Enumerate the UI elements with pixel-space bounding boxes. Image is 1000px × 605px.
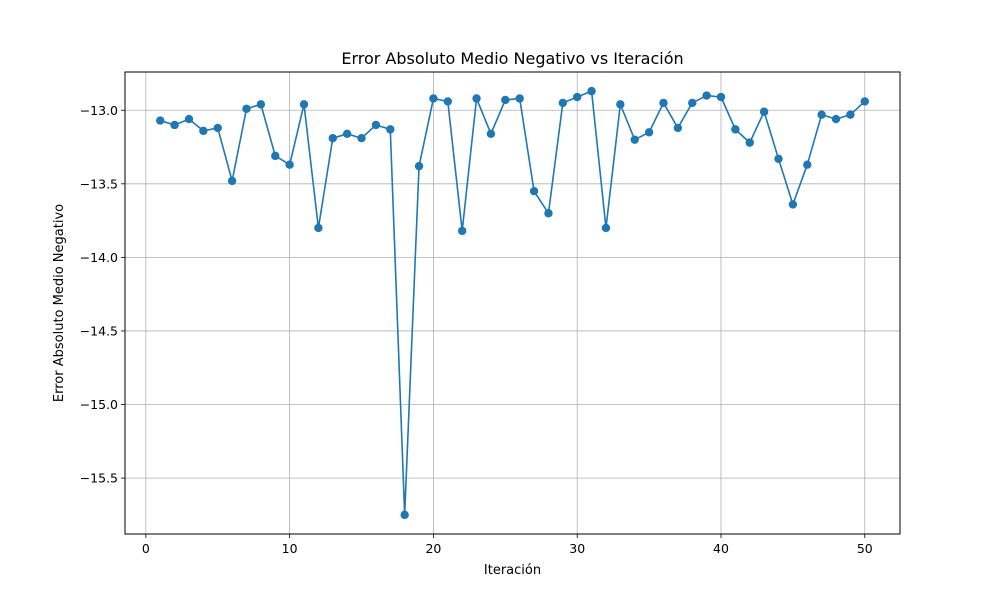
data-point xyxy=(429,94,438,103)
data-point xyxy=(242,104,251,113)
axis-ticks: 0 10 20 30 40 50 −13.0 −13.5 −14.0 −14.5 −15.0 −15.… xyxy=(80,103,873,556)
data-point xyxy=(371,120,381,130)
data-point xyxy=(501,95,510,105)
x-axis-label: Iteración xyxy=(484,563,541,578)
data-point xyxy=(357,134,366,143)
data-point xyxy=(759,107,769,116)
data-point xyxy=(788,200,798,209)
data-point xyxy=(529,186,539,196)
data-point xyxy=(630,135,639,144)
data-point xyxy=(515,94,524,103)
data-point xyxy=(457,226,467,236)
data-point xyxy=(774,154,783,164)
data-point xyxy=(285,160,294,169)
data-point xyxy=(544,209,553,218)
y-tick-label: −13.5 xyxy=(80,176,118,191)
y-axis-label: Error Absoluto Medio Negativo xyxy=(52,204,67,402)
x-tick-label: 40 xyxy=(713,541,729,556)
x-tick-label: 50 xyxy=(857,541,873,556)
x-tick-label: 10 xyxy=(282,541,298,556)
data-point xyxy=(601,223,611,233)
data-point xyxy=(659,98,668,108)
data-point xyxy=(156,116,165,125)
data-point xyxy=(386,125,395,134)
data-series xyxy=(156,86,869,520)
y-tick-label: −14.5 xyxy=(80,323,118,338)
data-point xyxy=(414,161,424,171)
data-point xyxy=(170,120,179,130)
y-tick-label: −14.0 xyxy=(80,250,118,265)
data-point xyxy=(587,86,596,96)
data-point xyxy=(328,134,337,143)
data-point xyxy=(817,110,826,119)
data-point xyxy=(199,126,208,136)
data-point xyxy=(860,97,869,106)
data-point xyxy=(213,123,222,133)
data-point xyxy=(314,223,323,233)
data-point xyxy=(573,92,582,102)
data-point xyxy=(616,100,625,109)
data-point xyxy=(227,176,237,186)
data-point xyxy=(673,123,683,133)
data-point xyxy=(400,510,409,520)
plot-frame xyxy=(124,71,901,535)
data-point xyxy=(688,98,697,108)
data-point xyxy=(716,92,726,102)
x-tick-label: 20 xyxy=(425,541,441,556)
data-point xyxy=(256,100,266,109)
data-point xyxy=(644,128,654,137)
y-tick-label: −15.5 xyxy=(80,471,118,486)
x-tick-label: 0 xyxy=(142,541,150,556)
y-tick-label: −15.0 xyxy=(80,397,118,412)
data-point xyxy=(342,129,352,138)
data-point xyxy=(731,125,740,134)
y-tick-label: −13.0 xyxy=(80,103,118,118)
chart-title: Error Absoluto Medio Negativo vs Iteraci… xyxy=(341,49,683,68)
x-tick-label: 30 xyxy=(569,541,585,556)
data-point xyxy=(299,100,309,109)
data-point xyxy=(846,110,855,119)
data-point xyxy=(486,129,496,138)
data-point xyxy=(803,160,812,169)
data-point xyxy=(745,138,754,147)
data-point xyxy=(443,97,452,106)
data-point xyxy=(184,114,194,124)
data-point xyxy=(831,114,841,124)
data-point xyxy=(702,91,711,100)
grid xyxy=(125,72,900,534)
data-point xyxy=(271,151,280,161)
data-point xyxy=(558,98,568,108)
data-point xyxy=(472,94,481,103)
